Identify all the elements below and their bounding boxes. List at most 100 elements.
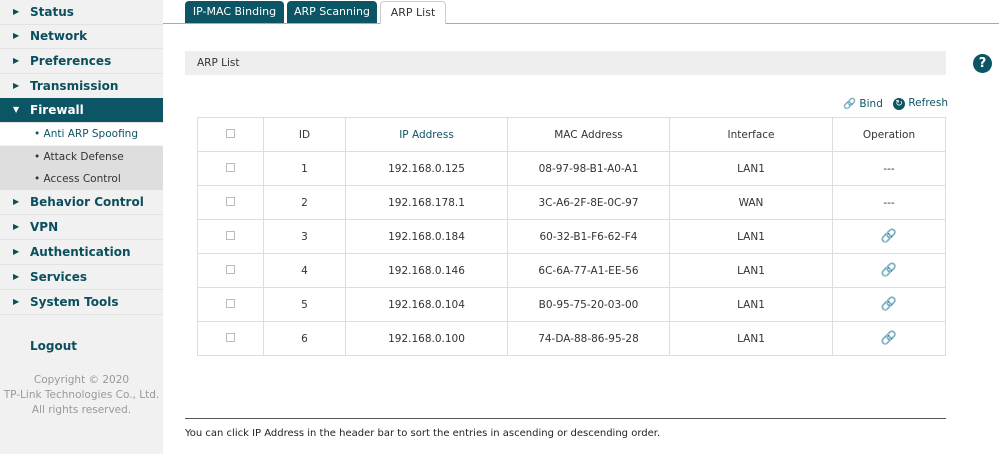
sidebar: ▶ Status ▶ Network ▶ Preferences ▶ Transmission…	[0, 0, 163, 454]
refresh-icon: ↻	[893, 98, 905, 110]
submenu-item[interactable]: • Anti ARP Spoofing	[0, 123, 163, 145]
divider	[185, 418, 946, 419]
sidebar-item-firewall[interactable]: ▼ Firewall	[0, 98, 163, 123]
cell-id: 6	[263, 321, 346, 356]
cell-ip: 192.168.0.125	[345, 151, 508, 186]
bind-icon[interactable]: 🔗	[880, 331, 898, 346]
sidebar-item-vpn[interactable]: ▶ VPN	[0, 215, 163, 240]
sidebar-item-preferences[interactable]: ▶ Preferences	[0, 49, 163, 74]
cell-ip: 192.168.178.1	[345, 185, 508, 220]
table-row: 2 192.168.178.1 3C-A6-2F-8E-0C-97 WAN ---	[197, 185, 946, 220]
caret-right-icon: ▶	[13, 197, 20, 206]
copyright-line: All rights reserved.	[31, 404, 132, 416]
table-header: ID IP Address MAC Address Interface Oper…	[197, 117, 946, 152]
bind-icon[interactable]: 🔗	[880, 229, 898, 244]
caret-right-icon: ▶	[13, 247, 20, 256]
refresh-button[interactable]: ↻ Refresh	[893, 97, 948, 110]
logout-link[interactable]: Logout	[30, 339, 78, 353]
caret-right-icon: ▶	[13, 272, 20, 281]
sidebar-item-transmission[interactable]: ▶ Transmission	[0, 74, 163, 99]
cell-mac: 60-32-B1-F6-62-F4	[507, 219, 670, 254]
table-row: 6 192.168.0.100 74-DA-88-86-95-28 LAN1 🔗	[197, 321, 946, 356]
row-checkbox[interactable]	[226, 264, 235, 274]
arp-table: ID IP Address MAC Address Interface Oper…	[197, 117, 946, 356]
sidebar-item-label: VPN	[30, 220, 59, 234]
header-id: ID	[263, 117, 346, 152]
cell-ip: 192.168.0.184	[345, 219, 508, 254]
caret-right-icon: ▶	[13, 297, 20, 306]
bind-button[interactable]: 🔗 Bind	[843, 97, 883, 110]
cell-ip: 192.168.0.146	[345, 253, 508, 288]
header-ip-address[interactable]: IP Address	[345, 117, 508, 152]
sidebar-item-system-tools[interactable]: ▶ System Tools	[0, 290, 163, 315]
header-mac-address: MAC Address	[507, 117, 670, 152]
caret-right-icon: ▶	[13, 56, 20, 65]
cell-id: 3	[263, 219, 346, 254]
cell-id: 4	[263, 253, 346, 288]
row-checkbox[interactable]	[226, 162, 235, 172]
header-interface: Interface	[669, 117, 833, 152]
sidebar-item-label: Firewall	[30, 103, 84, 117]
header-operation: Operation	[832, 117, 946, 152]
operation-none: ---	[883, 162, 895, 175]
cell-mac: 74-DA-88-86-95-28	[507, 321, 670, 356]
sidebar-item-label: Status	[30, 5, 74, 19]
sidebar-item-status[interactable]: ▶ Status	[0, 0, 163, 25]
sidebar-item-label: Services	[30, 270, 88, 284]
copyright-line: TP-Link Technologies Co., Ltd.	[3, 389, 160, 401]
cell-id: 5	[263, 287, 346, 322]
caret-right-icon: ▶	[13, 31, 20, 40]
bind-label: Bind	[859, 98, 883, 110]
tab-arp-list[interactable]: ARP List	[380, 1, 446, 24]
sidebar-item-network[interactable]: ▶ Network	[0, 24, 163, 49]
row-checkbox[interactable]	[226, 196, 235, 206]
cell-ip: 192.168.0.104	[345, 287, 508, 322]
row-checkbox[interactable]	[226, 298, 235, 308]
table-row: 1 192.168.0.125 08-97-98-B1-A0-A1 LAN1 ---	[197, 151, 946, 186]
submenu-item[interactable]: • Access Control	[0, 168, 163, 190]
copyright-line: Copyright © 2020	[33, 374, 130, 386]
sidebar-item-label: Network	[30, 29, 88, 43]
row-checkbox[interactable]	[226, 332, 235, 342]
sidebar-item-label: System Tools	[30, 295, 119, 309]
help-icon[interactable]: ?	[973, 54, 992, 73]
tab-divider	[163, 23, 999, 24]
table-row: 3 192.168.0.184 60-32-B1-F6-62-F4 LAN1 🔗	[197, 219, 946, 254]
refresh-label: Refresh	[908, 97, 948, 109]
cell-id: 2	[263, 185, 346, 220]
table-row: 5 192.168.0.104 B0-95-75-20-03-00 LAN1 🔗	[197, 287, 946, 322]
cell-interface: LAN1	[669, 253, 833, 288]
cell-interface: LAN1	[669, 287, 833, 322]
caret-down-icon: ▼	[13, 105, 20, 114]
section-title: ARP List	[185, 51, 946, 75]
caret-right-icon: ▶	[13, 81, 20, 90]
sidebar-item-label: Transmission	[30, 79, 119, 93]
sidebar-item-label: Behavior Control	[30, 195, 144, 209]
submenu-item[interactable]: • Attack Defense	[0, 145, 163, 168]
tab-ip-mac-binding[interactable]: IP-MAC Binding	[185, 1, 284, 24]
cell-mac: 3C-A6-2F-8E-0C-97	[507, 185, 670, 220]
row-checkbox[interactable]	[226, 230, 235, 240]
link-icon: 🔗	[843, 98, 857, 110]
cell-ip: 192.168.0.100	[345, 321, 508, 356]
bind-icon[interactable]: 🔗	[880, 297, 898, 312]
cell-interface: WAN	[669, 185, 833, 220]
cell-id: 1	[263, 151, 346, 186]
sidebar-item-services[interactable]: ▶ Services	[0, 265, 163, 290]
table-row: 4 192.168.0.146 6C-6A-77-A1-EE-56 LAN1 🔗	[197, 253, 946, 288]
bind-icon[interactable]: 🔗	[880, 263, 898, 278]
sidebar-item-label: Authentication	[30, 245, 131, 259]
caret-right-icon: ▶	[13, 7, 20, 16]
cell-interface: LAN1	[669, 321, 833, 356]
sidebar-item-label: Preferences	[30, 54, 112, 68]
cell-mac: B0-95-75-20-03-00	[507, 287, 670, 322]
cell-interface: LAN1	[669, 219, 833, 254]
sort-hint: You can click IP Address in the header b…	[185, 428, 661, 439]
cell-mac: 6C-6A-77-A1-EE-56	[507, 253, 670, 288]
tab-arp-scanning[interactable]: ARP Scanning	[287, 1, 377, 24]
cell-interface: LAN1	[669, 151, 833, 186]
sidebar-item-behavior-control[interactable]: ▶ Behavior Control	[0, 190, 163, 215]
cell-mac: 08-97-98-B1-A0-A1	[507, 151, 670, 186]
select-all-checkbox[interactable]	[226, 128, 235, 138]
sidebar-item-authentication[interactable]: ▶ Authentication	[0, 240, 163, 265]
